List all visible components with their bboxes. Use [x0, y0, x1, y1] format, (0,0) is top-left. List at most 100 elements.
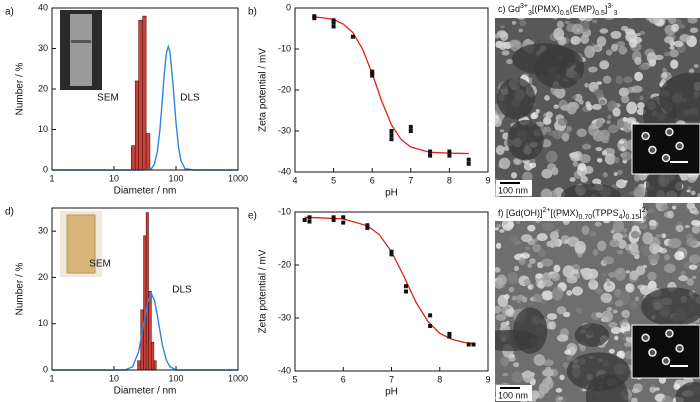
- texture: [642, 232, 654, 245]
- texture: [670, 59, 679, 69]
- particle: [641, 131, 650, 141]
- texture: [515, 220, 520, 224]
- texture: [518, 257, 526, 266]
- texture: [580, 175, 588, 183]
- texture: [581, 143, 592, 150]
- texture: [501, 50, 510, 56]
- texture: [671, 205, 677, 210]
- texture: [498, 41, 507, 51]
- texture: [678, 275, 688, 282]
- texture: [649, 225, 657, 230]
- texture: [626, 117, 637, 124]
- texture: [630, 248, 640, 256]
- texture: [495, 279, 504, 289]
- texture: [545, 111, 553, 119]
- title-part: ): [623, 208, 626, 218]
- texture: [559, 374, 565, 381]
- point: [428, 153, 433, 158]
- fit-line: [304, 216, 474, 345]
- texture: [612, 107, 621, 117]
- texture: [612, 232, 623, 242]
- texture: [625, 350, 633, 360]
- texture: [569, 177, 576, 182]
- title-part: 4: [619, 214, 623, 221]
- particle: [675, 141, 684, 151]
- texture: [624, 28, 635, 35]
- x-tick-label: 6: [370, 175, 375, 185]
- point: [471, 342, 476, 347]
- texture: [620, 146, 626, 152]
- scale-label: 100 nm: [498, 185, 528, 195]
- texture: [550, 238, 560, 248]
- texture: [542, 222, 554, 232]
- texture: [509, 235, 519, 243]
- texture: [572, 160, 579, 167]
- x-tick-label: 1000: [228, 173, 248, 183]
- x-axis-label: Diameter / nm: [114, 186, 177, 197]
- texture: [569, 151, 581, 162]
- y-axis-label: Number / %: [15, 62, 26, 115]
- texture: [495, 145, 505, 156]
- sem-image: [495, 203, 700, 402]
- series-label: DLS: [172, 285, 192, 296]
- bar: [137, 360, 142, 371]
- texture: [601, 150, 608, 156]
- texture: [495, 117, 502, 128]
- texture: [626, 101, 638, 115]
- plot-frame: [294, 211, 489, 372]
- texture: [661, 395, 674, 402]
- x-axis-label: Diameter / nm: [114, 386, 177, 397]
- point: [341, 220, 346, 225]
- particle: [665, 329, 674, 338]
- y-tick-label: -30: [278, 312, 291, 322]
- texture: [691, 225, 700, 234]
- dark-region: [641, 287, 700, 327]
- x-tick-label: 7: [408, 175, 413, 185]
- x-tick-label: 9: [485, 175, 490, 185]
- point: [403, 284, 408, 289]
- texture: [610, 229, 615, 234]
- texture: [693, 210, 700, 215]
- texture: [634, 296, 640, 302]
- vial: [66, 214, 96, 274]
- x-tick-label: 10: [109, 373, 119, 383]
- texture: [566, 125, 573, 132]
- texture: [625, 283, 635, 293]
- texture: [511, 295, 517, 301]
- texture: [599, 99, 606, 105]
- texture: [621, 321, 629, 327]
- texture: [609, 239, 620, 248]
- point: [312, 14, 317, 19]
- texture: [499, 31, 509, 41]
- texture: [603, 281, 616, 292]
- texture: [553, 27, 565, 41]
- point: [331, 217, 336, 222]
- texture: [629, 270, 639, 281]
- texture: [606, 306, 613, 312]
- texture: [659, 82, 664, 87]
- texture: [606, 120, 611, 125]
- texture: [508, 286, 515, 293]
- texture: [564, 349, 572, 355]
- texture: [572, 269, 579, 275]
- y-tick-label: -10: [278, 206, 291, 216]
- y-tick-label: 20: [38, 83, 48, 93]
- dark-region: [507, 119, 544, 161]
- bar: [138, 19, 143, 171]
- texture: [592, 178, 602, 185]
- panel-label: a): [5, 7, 14, 18]
- texture: [515, 42, 522, 49]
- texture: [634, 71, 644, 82]
- texture: [527, 263, 533, 268]
- point: [389, 252, 394, 257]
- texture: [532, 293, 543, 303]
- point: [389, 249, 394, 254]
- texture: [671, 203, 681, 207]
- texture: [597, 240, 607, 252]
- texture: [599, 60, 610, 70]
- point: [307, 219, 312, 224]
- point: [370, 73, 375, 78]
- title-part: 3: [528, 10, 532, 17]
- texture: [639, 30, 646, 35]
